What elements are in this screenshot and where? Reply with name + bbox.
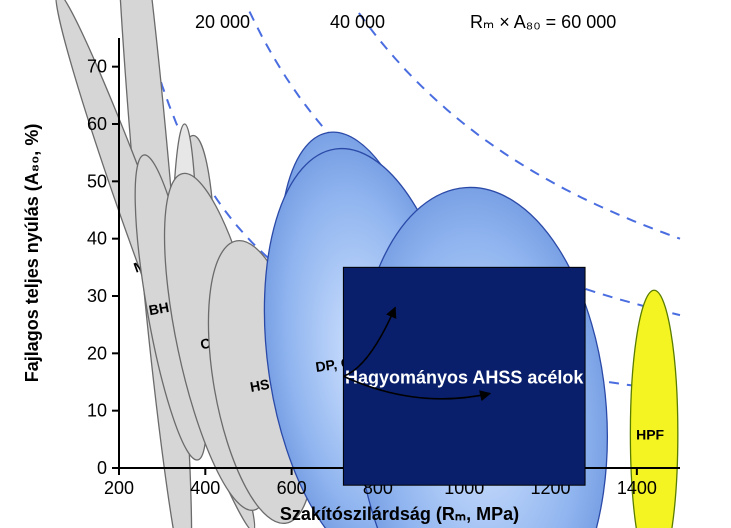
y-tick: 60 <box>87 114 107 134</box>
y-tick: 10 <box>87 401 107 421</box>
x-tick: 600 <box>277 478 307 498</box>
iso-label: 20 000 <box>195 12 250 32</box>
y-tick: 20 <box>87 343 107 363</box>
chart-svg: IFMildHS IFISBHCMnHSLATRIPDP, CPMART/CPH… <box>0 0 731 528</box>
x-tick: 400 <box>190 478 220 498</box>
x-tick: 1400 <box>617 478 657 498</box>
region-label-hpf: HPF <box>636 427 664 443</box>
y-axis-title: Fajlagos teljes nyúlás (A₈₀, %) <box>22 124 42 383</box>
x-tick: 200 <box>104 478 134 498</box>
steel-banana-chart: { "type": "scatter-ellipse-banana-chart"… <box>0 0 731 528</box>
iso-label: 40 000 <box>330 12 385 32</box>
y-tick: 70 <box>87 57 107 77</box>
y-tick: 0 <box>97 458 107 478</box>
y-tick: 30 <box>87 286 107 306</box>
x-axis-title: Szakítószilárdság (Rₘ, MPa) <box>280 504 519 524</box>
callout: Hagyományos AHSS acélok <box>343 267 585 485</box>
y-tick: 40 <box>87 229 107 249</box>
iso-label: Rₘ × A₈₀ = 60 000 <box>470 12 616 32</box>
y-tick: 50 <box>87 171 107 191</box>
callout-text: Hagyományos AHSS acélok <box>345 367 584 387</box>
